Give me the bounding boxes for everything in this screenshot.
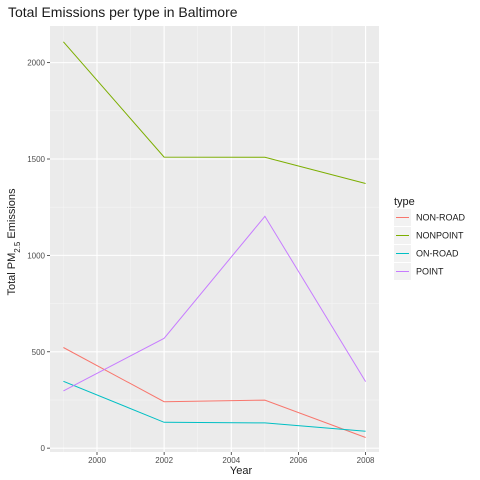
- plot-background: [50, 26, 379, 452]
- legend: type NON-ROAD NONPOINT ON-ROAD POINT: [394, 196, 465, 280]
- x-tick-label: 2002: [155, 456, 173, 465]
- legend-items: NON-ROAD NONPOINT ON-ROAD POINT: [394, 209, 465, 280]
- x-tick-label: 2008: [357, 456, 375, 465]
- series-line-on-road: [63, 380, 366, 432]
- series-line-non-road: [63, 347, 366, 438]
- series-line-nonpoint: [63, 41, 366, 184]
- x-tick-label: 2000: [88, 456, 106, 465]
- y-tick-label: 2000: [27, 59, 45, 68]
- series-lines: [63, 41, 367, 438]
- legend-label: ON-ROAD: [416, 249, 459, 259]
- plot-panel: [50, 26, 379, 452]
- x-axis-title: Year: [230, 465, 253, 477]
- y-axis-title-prefix: Total PM: [6, 253, 18, 296]
- minor-gridlines: [50, 26, 379, 452]
- legend-item-point: POINT: [394, 263, 444, 280]
- axis-ticks: [47, 62, 366, 455]
- y-axis-title-subscript: 2.5: [13, 241, 22, 253]
- legend-label: POINT: [416, 267, 444, 277]
- y-tick-label: 500: [32, 348, 46, 357]
- legend-item-on-road: ON-ROAD: [394, 245, 459, 262]
- legend-item-nonpoint: NONPOINT: [394, 227, 464, 244]
- chart-title: Total Emissions per type in Baltimore: [8, 4, 238, 20]
- legend-label: NONPOINT: [416, 231, 464, 241]
- y-tick-label: 1500: [27, 155, 45, 164]
- legend-title: type: [394, 196, 415, 208]
- x-tick-label: 2004: [222, 456, 240, 465]
- axis-tick-labels: 2000 2002 2004 2006 2008 0 500 1000 1500 2000: [27, 59, 375, 465]
- series-line-point: [63, 215, 367, 392]
- y-tick-label: 0: [41, 444, 46, 453]
- legend-item-non-road: NON-ROAD: [394, 209, 465, 226]
- y-axis-title: Total PM2.5 Emissions: [6, 188, 22, 296]
- legend-label: NON-ROAD: [416, 213, 465, 223]
- y-axis-title-suffix: Emissions: [6, 188, 18, 242]
- x-tick-label: 2006: [290, 456, 308, 465]
- y-tick-label: 1000: [27, 251, 45, 260]
